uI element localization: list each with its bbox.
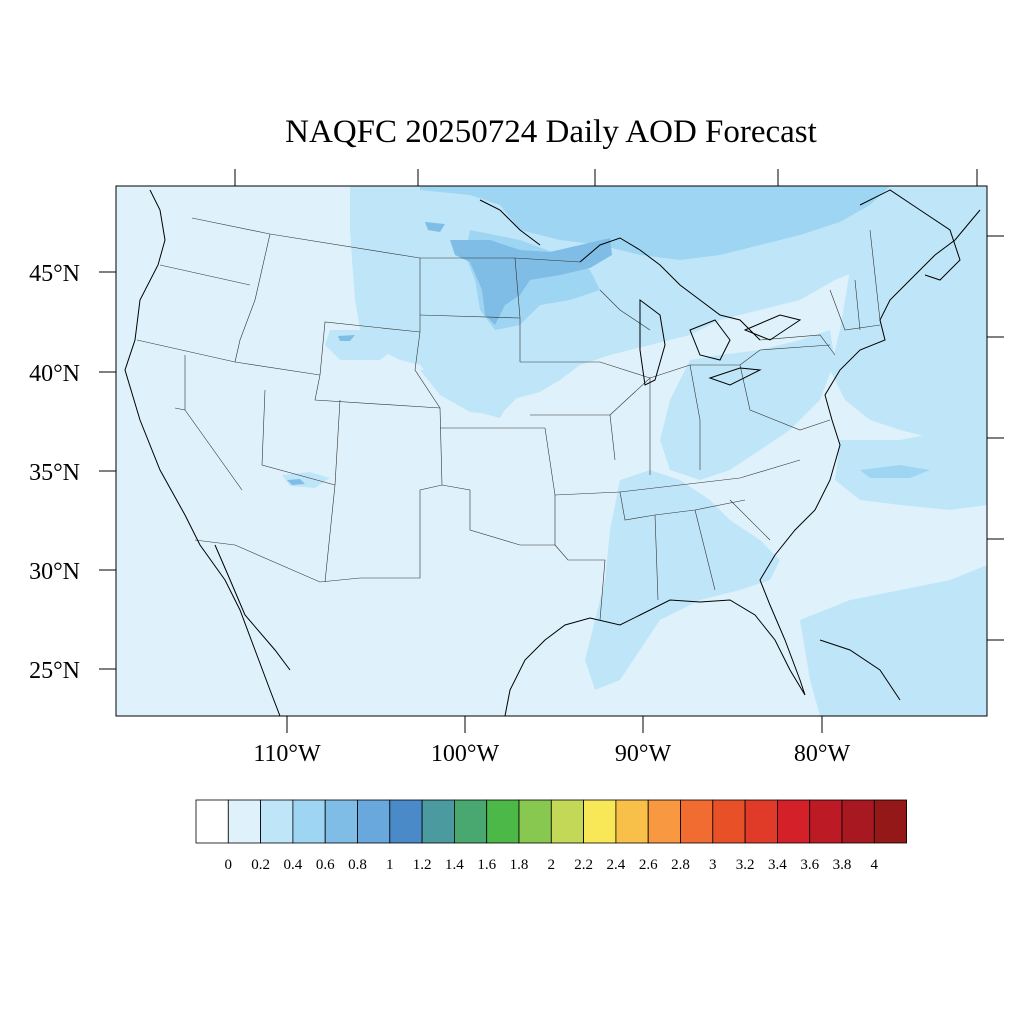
colorbar-swatch	[647, 799, 681, 844]
lon-label: 110°W	[253, 741, 321, 767]
colorbar-tick-label: 3.6	[800, 857, 819, 873]
map-frame	[115, 185, 988, 717]
colorbar-tick-label: 2.8	[671, 857, 690, 873]
colorbar-tick-label: 0	[225, 857, 233, 873]
colorbar-swatch	[550, 799, 584, 844]
colorbar-labels: 0 0.2 0.4 0.6 0.8 1 1.2 1.4 1.6 1.8 2 2.2 2.4 2.6 2.8 3…	[225, 857, 879, 873]
colorbar-swatch	[324, 799, 358, 844]
colorbar-tick-label: 3.8	[833, 857, 852, 873]
lat-label: 30°N	[29, 559, 80, 585]
aod-contour-0.6	[287, 222, 612, 485]
colorbar-swatch	[195, 799, 229, 844]
colorbar-swatch	[615, 799, 649, 844]
colorbar-swatch	[518, 799, 552, 844]
colorbar-swatch	[712, 799, 746, 844]
colorbar-tick-label: 1.2	[413, 857, 432, 873]
colorbar-swatch	[809, 799, 843, 844]
lon-label: 80°W	[794, 741, 851, 767]
colorbar	[195, 799, 907, 844]
colorbar-swatch	[421, 799, 455, 844]
colorbar-swatch	[873, 799, 907, 844]
colorbar-tick-label: 2.4	[607, 857, 626, 873]
colorbar-swatch	[260, 799, 294, 844]
colorbar-tick-label: 1.4	[445, 857, 464, 873]
colorbar-tick-label: 0.6	[316, 857, 335, 873]
colorbar-tick-label: 1	[386, 857, 394, 873]
colorbar-tick-label: 0.2	[251, 857, 270, 873]
colorbar-swatch	[357, 799, 391, 844]
colorbar-swatch	[486, 799, 520, 844]
lat-label: 25°N	[29, 658, 80, 684]
lat-label: 35°N	[29, 460, 80, 486]
colorbar-tick-label: 0.8	[348, 857, 367, 873]
colorbar-swatch	[583, 799, 617, 844]
colorbar-swatch	[453, 799, 488, 844]
map-title: NAQFC 20250724 Daily AOD Forecast	[285, 114, 817, 150]
coastlines	[124, 189, 981, 716]
colorbar-swatch	[680, 799, 714, 844]
colorbar-tick-label: 2.2	[574, 857, 593, 873]
colorbar-swatch	[744, 799, 778, 844]
colorbar-tick-label: 3.4	[768, 857, 787, 873]
latitude-labels: 45°N 40°N 35°N 30°N 25°N	[29, 261, 80, 684]
colorbar-tick-label: 0.4	[284, 857, 303, 873]
longitude-labels: 110°W 100°W 90°W 80°W	[253, 741, 850, 767]
colorbar-tick-label: 4	[871, 857, 879, 873]
colorbar-swatch	[227, 799, 262, 844]
colorbar-tick-label: 1.6	[477, 857, 496, 873]
colorbar-tick-label: 2.6	[639, 857, 658, 873]
lon-label: 100°W	[431, 741, 500, 767]
state-boundaries	[136, 217, 881, 621]
colorbar-swatch	[841, 799, 875, 844]
lon-label: 90°W	[615, 741, 672, 767]
lat-label: 45°N	[29, 261, 80, 287]
colorbar-tick-label: 3	[709, 857, 717, 873]
axis-ticks	[99, 169, 1004, 733]
colorbar-swatch	[292, 799, 326, 844]
colorbar-tick-label: 1.8	[510, 857, 529, 873]
colorbar-tick-label: 3.2	[736, 857, 755, 873]
map-panel	[116, 186, 987, 716]
lat-label: 40°N	[29, 361, 80, 387]
colorbar-swatch	[777, 799, 811, 844]
colorbar-tick-label: 2	[548, 857, 556, 873]
colorbar-swatch	[389, 799, 423, 844]
